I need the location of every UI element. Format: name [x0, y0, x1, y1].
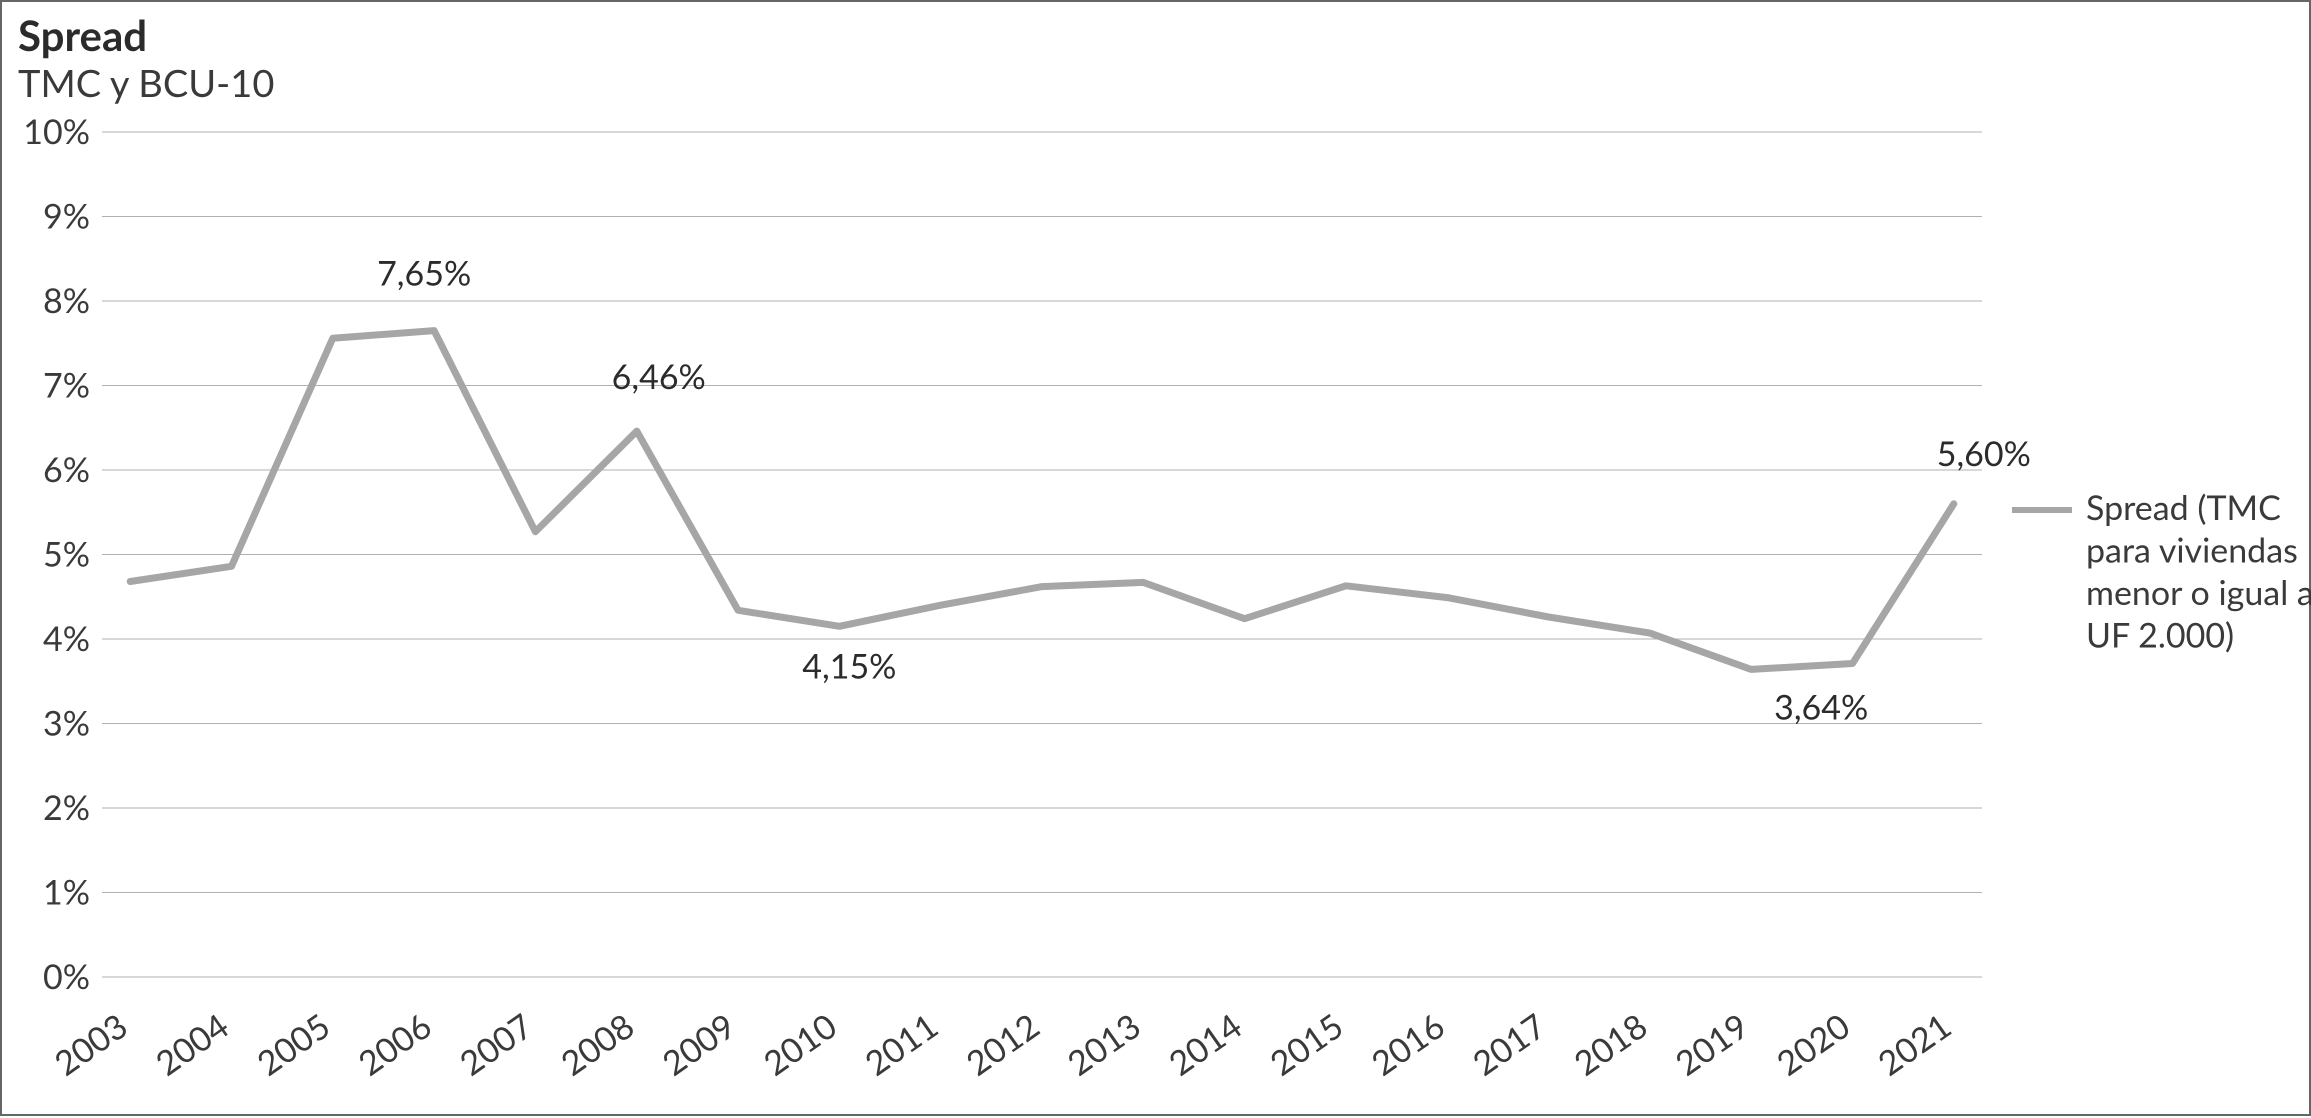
y-tick-label: 1%: [43, 872, 90, 913]
y-tick-label: 8%: [43, 280, 90, 321]
x-tick-label: 2008: [553, 1005, 641, 1084]
x-tick-label: 2021: [1870, 1005, 1958, 1084]
y-tick-label: 3%: [43, 703, 90, 744]
data-label: 3,64%: [1774, 686, 1868, 727]
x-tick-label: 2015: [1262, 1005, 1350, 1084]
x-tick-label: 2012: [958, 1005, 1046, 1084]
y-tick-label: 10%: [23, 111, 90, 152]
x-tick-label: 2005: [249, 1005, 337, 1084]
y-tick-label: 0%: [43, 956, 90, 997]
y-tick-label: 2%: [43, 787, 90, 828]
x-tick-label: 2018: [1566, 1005, 1654, 1084]
legend-label: Spread (TMCpara viviendasmenor o igual a…: [2086, 487, 2311, 656]
x-tick-label: 2006: [351, 1005, 439, 1084]
x-tick-label: 2003: [47, 1005, 135, 1084]
y-tick-label: 6%: [43, 449, 90, 490]
y-tick-label: 7%: [43, 365, 90, 406]
x-tick-label: 2007: [452, 1005, 540, 1084]
x-tick-label: 2004: [148, 1005, 236, 1084]
x-tick-label: 2017: [1465, 1005, 1553, 1084]
series-line: [130, 331, 1954, 670]
x-tick-label: 2011: [857, 1005, 945, 1084]
data-label: 4,15%: [802, 645, 896, 686]
y-tick-label: 9%: [43, 196, 90, 237]
y-tick-label: 4%: [43, 618, 90, 659]
x-tick-label: 2019: [1668, 1005, 1756, 1084]
data-label: 7,65%: [377, 253, 471, 294]
x-tick-label: 2014: [1161, 1005, 1249, 1084]
x-tick-label: 2009: [655, 1005, 743, 1084]
x-tick-label: 2010: [756, 1005, 844, 1084]
chart-frame: Spread TMC y BCU-10 0%1%2%3%4%5%6%7%8%9%…: [0, 0, 2311, 1116]
y-tick-label: 5%: [43, 534, 90, 575]
data-label: 5,60%: [1937, 433, 2031, 474]
x-tick-label: 2016: [1364, 1005, 1452, 1084]
spread-line-chart: 0%1%2%3%4%5%6%7%8%9%10%20032004200520062…: [2, 2, 2311, 1118]
x-tick-label: 2013: [1060, 1005, 1148, 1084]
x-tick-label: 2020: [1769, 1005, 1857, 1084]
data-label: 6,46%: [612, 356, 706, 397]
